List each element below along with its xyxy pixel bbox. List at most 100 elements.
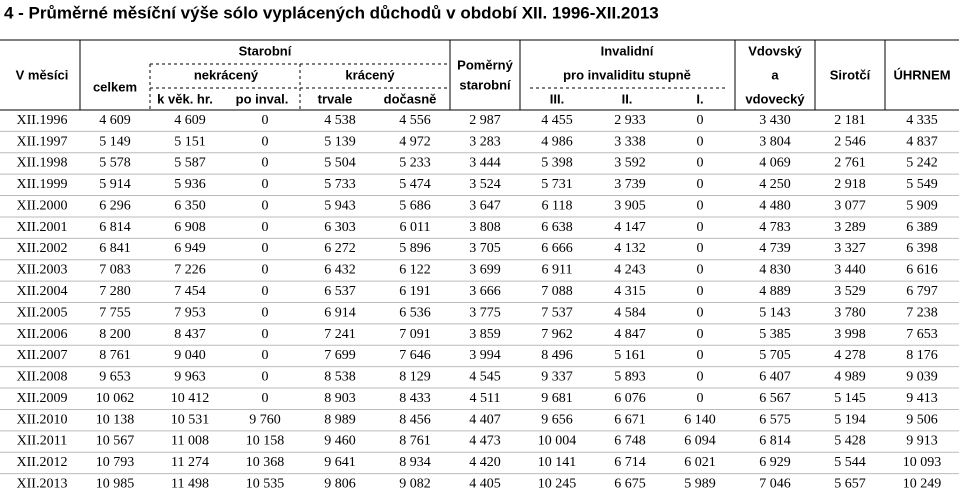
row-label: XII.1999 [17, 177, 68, 192]
cell: 5 989 [684, 477, 716, 492]
cell: 6 021 [684, 455, 716, 470]
cell: 6 908 [174, 220, 206, 235]
header-cell: celkem [93, 79, 137, 94]
cell: 10 412 [171, 391, 210, 406]
header-cell: starobní [459, 77, 511, 92]
cell: 6 296 [99, 198, 131, 213]
cell: 3 808 [469, 220, 501, 235]
cell: 10 093 [903, 455, 942, 470]
cell: 9 681 [541, 391, 573, 406]
row-label: XII.1996 [17, 113, 68, 128]
cell: 5 914 [99, 177, 131, 192]
cell: 6 536 [399, 305, 431, 320]
cell: 5 242 [906, 156, 938, 171]
cell: 2 933 [614, 113, 646, 128]
header-cell: nekrácený [194, 67, 259, 82]
cell: 9 460 [324, 434, 356, 449]
cell: 0 [262, 134, 269, 149]
cell: 0 [262, 305, 269, 320]
cell: 6 666 [541, 241, 573, 256]
cell: 5 893 [614, 370, 646, 385]
cell: 3 804 [759, 134, 791, 149]
cell: 3 529 [834, 284, 866, 299]
cell: 5 544 [834, 455, 866, 470]
cell: 7 083 [99, 263, 131, 278]
cell: 0 [697, 113, 704, 128]
cell: 2 987 [469, 113, 501, 128]
cell: 4 989 [834, 370, 866, 385]
header-cell: pro invaliditu stupně [563, 67, 691, 82]
cell: 6 911 [542, 263, 573, 278]
cell: 3 327 [834, 241, 866, 256]
cell: 10 368 [246, 455, 285, 470]
cell: 5 896 [399, 241, 431, 256]
cell: 0 [697, 198, 704, 213]
cell: 4 538 [324, 113, 356, 128]
cell: 3 998 [834, 327, 866, 342]
cell: 3 440 [834, 263, 866, 278]
cell: 4 972 [399, 134, 431, 149]
cell: 3 705 [469, 241, 501, 256]
cell: 8 496 [541, 348, 573, 363]
cell: 6 272 [324, 241, 356, 256]
cell: 7 238 [906, 305, 938, 320]
cell: 10 062 [96, 391, 135, 406]
cell: 5 909 [906, 198, 938, 213]
cell: 0 [697, 263, 704, 278]
cell: 5 194 [834, 412, 866, 427]
cell: 2 918 [834, 177, 866, 192]
header-cell: Sirotčí [830, 67, 871, 82]
row-label: XII.1998 [17, 156, 68, 171]
cell: 8 456 [399, 412, 431, 427]
header-cell: po inval. [236, 91, 289, 106]
cell: 5 161 [614, 348, 646, 363]
cell: 0 [262, 327, 269, 342]
cell: 10 985 [96, 477, 135, 492]
row-label: XII.2000 [17, 198, 68, 213]
cell: 6 140 [684, 412, 716, 427]
cell: 5 385 [759, 327, 791, 342]
row-label: XII.2009 [17, 391, 68, 406]
cell: 0 [697, 391, 704, 406]
cell: 4 889 [759, 284, 791, 299]
cell: 4 584 [614, 305, 646, 320]
row-label: XII.2007 [17, 348, 68, 363]
cell: 8 989 [324, 412, 356, 427]
cell: 0 [262, 241, 269, 256]
cell: 9 806 [324, 477, 356, 492]
cell: 4 243 [614, 263, 646, 278]
cell: 0 [697, 134, 704, 149]
cell: 3 859 [469, 327, 501, 342]
cell: 6 814 [99, 220, 131, 235]
cell: 3 283 [469, 134, 501, 149]
header-cell: ÚHRNEM [893, 67, 950, 82]
cell: 10 535 [246, 477, 285, 492]
cell: 9 656 [541, 412, 573, 427]
cell: 5 731 [541, 177, 573, 192]
cell: 3 647 [469, 198, 501, 213]
cell: 10 141 [538, 455, 577, 470]
cell: 0 [262, 348, 269, 363]
cell: 4 609 [99, 113, 131, 128]
cell: 6 671 [614, 412, 646, 427]
cell: 6 303 [324, 220, 356, 235]
cell: 4 420 [469, 455, 501, 470]
cell: 7 653 [906, 327, 938, 342]
header-cell: Poměrný [457, 57, 513, 72]
cell: 7 646 [399, 348, 431, 363]
row-label: XII.2010 [17, 412, 68, 427]
cell: 4 556 [399, 113, 431, 128]
cell: 6 797 [906, 284, 938, 299]
cell: 5 549 [906, 177, 938, 192]
cell: 7 962 [541, 327, 573, 342]
cell: 6 407 [759, 370, 791, 385]
cell: 0 [697, 241, 704, 256]
cell: 10 245 [538, 477, 577, 492]
cell: 4 783 [759, 220, 791, 235]
cell: 6 076 [614, 391, 646, 406]
cell: 9 039 [906, 370, 938, 385]
cell: 3 905 [614, 198, 646, 213]
cell: 7 755 [99, 305, 131, 320]
cell: 8 903 [324, 391, 356, 406]
